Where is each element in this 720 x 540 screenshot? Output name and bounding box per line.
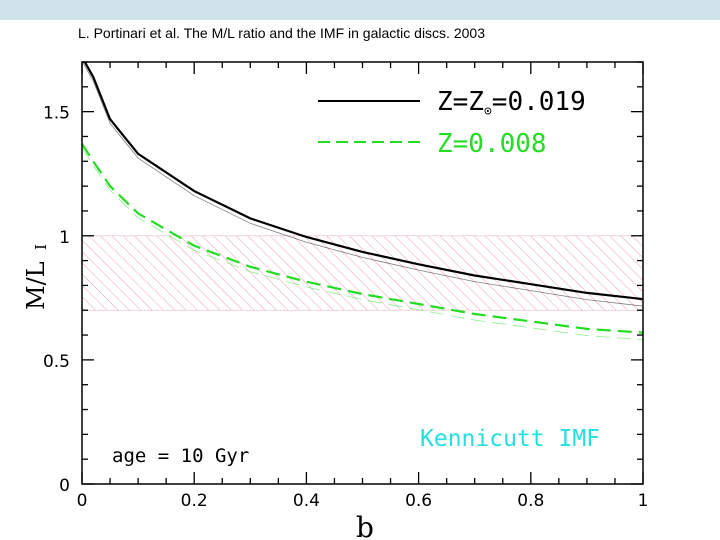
y-axis-title-subscript: I: [32, 244, 50, 250]
age-annotation: age = 10 Gyr: [112, 445, 249, 467]
legend-label-solar-suffix: =0.019: [492, 87, 586, 117]
x-tick-label: 1: [638, 491, 649, 511]
series-line-secondary-1: [82, 147, 643, 340]
x-tick-label: 0.2: [181, 491, 208, 511]
legend-label-low-z: Z=0.008: [437, 129, 547, 159]
reference-band: [82, 235, 643, 311]
x-tick-label: 0: [77, 491, 88, 511]
sun-symbol-icon: ⊙: [484, 104, 492, 119]
legend-label-solar-prefix: Z=Z: [437, 87, 484, 117]
legend-label-solar: Z=Z⊙=0.019: [437, 87, 586, 119]
x-axis-title: b: [356, 511, 374, 540]
y-tick-label: 1: [59, 228, 70, 248]
header-band: [0, 0, 720, 20]
y-tick-label: 0: [59, 476, 70, 496]
series-line-1: [82, 143, 643, 334]
x-tick-label: 0.6: [405, 491, 432, 511]
y-axis-title: M/L: [22, 261, 50, 310]
imf-annotation: Kennicutt IMF: [420, 426, 600, 452]
series-line-secondary-0: [82, 62, 643, 307]
x-tick-label: 0.8: [517, 491, 544, 511]
slide-caption: L. Portinari et al. The M/L ratio and th…: [78, 25, 485, 41]
y-tick-label: 1.5: [43, 104, 70, 124]
y-tick-label: 0.5: [43, 352, 70, 372]
x-tick-label: 0.4: [293, 491, 320, 511]
legend: Z=Z⊙=0.019 Z=0.008: [318, 87, 586, 159]
